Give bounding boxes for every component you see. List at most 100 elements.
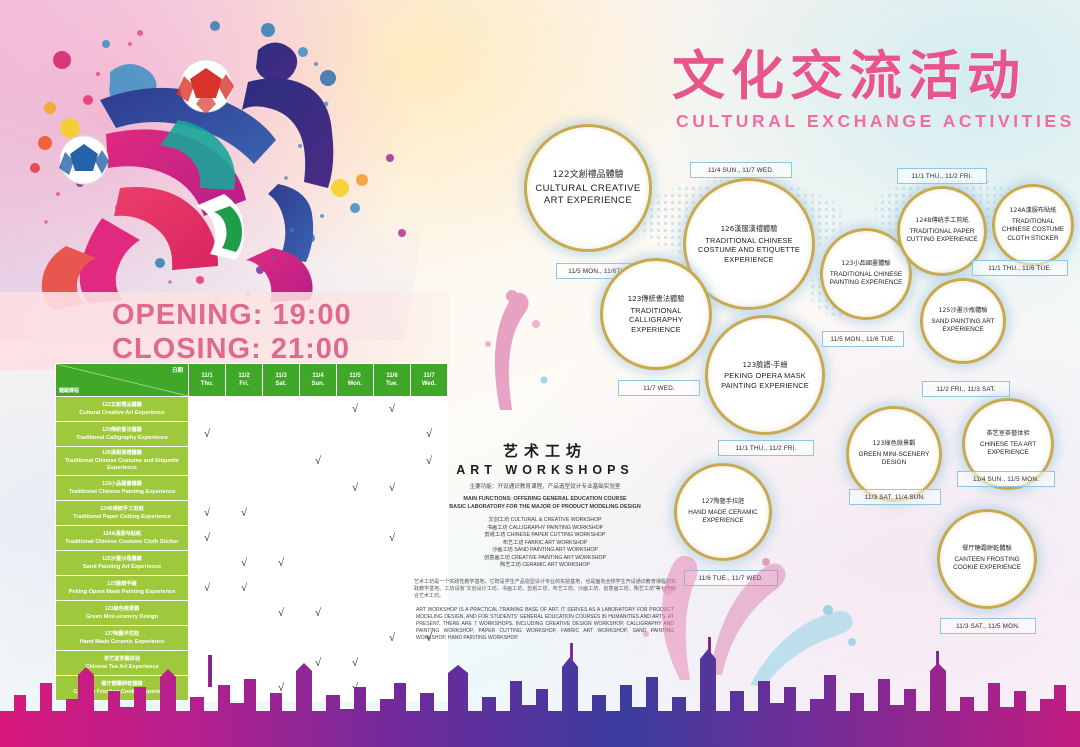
schedule-empty-cell (299, 475, 337, 501)
day-weekday-5: Tue. (386, 381, 398, 387)
activity-badge[interactable]: 123綠色微景觀 GREEN MINI-SCENERY DESIGN (846, 406, 942, 502)
schedule-check-cell: √ (188, 500, 226, 526)
workshop-list-item: 布艺工坊 FABRIC ART WORKSHOP (502, 539, 588, 546)
course-name-cn: 123小品國畫體驗 (102, 480, 142, 487)
activity-badge[interactable]: 123小品國畫體驗 TRADITIONAL CHINESE PAINTING EX… (820, 228, 912, 320)
schedule-empty-cell (188, 446, 226, 476)
schedule-table-body: 122文創禮品體驗 Cultural Creative Art Experienc… (55, 396, 448, 701)
schedule-check-cell: √ (262, 550, 300, 576)
activity-badge-title-cn: 124A漢服布貼紙 (1009, 207, 1057, 214)
art-workshops-block: 艺术工坊 ART WORKSHOPS 主要功能：开设通识教育课程，产品造型设计专… (400, 440, 690, 642)
schedule-empty-cell (299, 396, 337, 422)
course-name-cn: 124A漢服布貼紙 (102, 530, 142, 537)
activity-badge-title-en: TRADITIONAL CHINESE COSTUME CLOTH STICKE… (1001, 217, 1065, 242)
schedule-empty-cell (410, 600, 448, 626)
art-workshops-title-cn: 艺术工坊 (502, 442, 587, 460)
activity-badge-title-cn: 127陶藝手拉胚 (701, 498, 745, 506)
activity-date-label: 11/6 TUE., 11/7 WED. (684, 570, 778, 586)
schedule-table: 日期 體驗課程 11/1 Thu. 11/2 Fri. 11/3 Sat. (55, 363, 448, 701)
table-row: 123綠色微景觀 Green Mini-scenery Design √ √ (55, 600, 448, 626)
day-header-0: 11/1 Thu. (188, 363, 226, 397)
workshop-list-item: 剪纸工坊 CHINESE PAPER CUTTING WORKSHOP (484, 532, 606, 538)
course-name-en: Traditional Paper Cutting Experience (73, 513, 171, 520)
workshop-list-item: 文创工坊 CULTURAL & CREATIVE WORKSHOP (488, 517, 602, 523)
watercolor-splash-decoration (643, 555, 856, 687)
course-name-cell: 123綠色微景觀 Green Mini-scenery Design (55, 600, 189, 626)
schedule-check-cell: √ (225, 500, 263, 526)
activity-badge[interactable]: 123臉譜-手繪 PEKING OPERA MASK PAINTING EXPER… (705, 315, 825, 435)
schedule-empty-cell (336, 446, 374, 476)
activity-badge[interactable]: 122文創禮品體驗 CULTURAL CREATIVE ART EXPERIENC… (524, 124, 652, 252)
table-row: 124B傳統手工剪紙 Traditional Paper Cutting Expe… (55, 500, 448, 526)
schedule-empty-cell (299, 575, 337, 601)
schedule-empty-cell (299, 525, 337, 551)
course-name-en: Cultural Creative Art Experience (79, 409, 165, 416)
table-row: 123臉譜手繪 Peking Opera Mask Painting Experi… (55, 575, 448, 601)
activity-badge[interactable]: 125沙畫沙瓶體驗 SAND PAINTING ART EXPERIENCE (920, 278, 1006, 364)
course-name-cell: 124B傳統手工剪紙 Traditional Paper Cutting Expe… (55, 500, 189, 526)
schedule-check-cell: √ (188, 575, 226, 601)
course-name-en: Sand Painting Art Experience (82, 563, 162, 570)
activity-date-label: 11/4 SUN., 11/7 WED. (690, 162, 792, 178)
course-name-cell: 127陶藝手拉胚 Hand Made Ceramic Experience (55, 625, 189, 651)
workshop-list: 文创工坊 CULTURAL & CREATIVE WORKSHOP 书画工坊 CA… (400, 517, 690, 570)
schedule-check-cell: √ (188, 525, 226, 551)
day-header-2: 11/3 Sat. (262, 363, 300, 397)
activity-badge-title-cn: 123臉譜-手繪 (742, 359, 788, 369)
schedule-check-cell: √ (225, 575, 263, 601)
schedule-empty-cell (410, 575, 448, 601)
schedule-check-cell: √ (262, 600, 300, 626)
activity-badge-title-en: TRADITIONAL CHINESE COSTUME AND ETIQUETT… (698, 235, 800, 264)
schedule-empty-cell (262, 525, 300, 551)
main-functions-line-1: MAIN FUNCTIONS: OFFERING GENERAL EDUCATI… (463, 496, 627, 502)
workshop-list-item: 书画工坊 CALLIGRAPHY PAINTING WORKSHOP (486, 524, 604, 531)
schedule-empty-cell (336, 525, 374, 551)
day-header-4: 11/5 Mon. (336, 363, 374, 397)
schedule-check-cell: √ (299, 446, 337, 476)
schedule-empty-cell (188, 550, 226, 576)
schedule-check-cell: √ (373, 475, 411, 501)
schedule-empty-cell (336, 550, 374, 576)
activity-badge[interactable]: 123傳統書法體驗 TRADITIONAL CALLIGRAPHY EXPERIE… (600, 258, 712, 370)
course-name-cn: 餐厅糖霜餅乾體驗 (101, 680, 143, 687)
day-weekday-3: Sun. (311, 381, 325, 387)
table-row: 126漢服漢禮體驗 Traditional Chinese Costume and… (55, 446, 448, 476)
city-skyline-decoration (0, 637, 1080, 747)
schedule-empty-cell (373, 600, 411, 626)
day-weekday-1: Fri. (239, 381, 249, 387)
schedule-empty-cell (373, 446, 411, 476)
activity-badge[interactable]: 124A漢服布貼紙 TRADITIONAL CHINESE COSTUME CLO… (992, 184, 1074, 266)
activity-badge-title-cn: 122文創禮品體驗 (552, 170, 624, 180)
day-weekday-6: Wed. (421, 381, 437, 387)
schedule-table-wrapper: 日期 體驗課程 11/1 Thu. 11/2 Fri. 11/3 Sat. (55, 363, 448, 701)
art-workshops-paragraph-en: ART WORKSHOP IS A PRACTICAL TRAINING BAS… (416, 606, 674, 641)
day-weekday-2: Sat. (275, 381, 287, 387)
activity-badge-title-en: TRADITIONAL PAPER CUTTING EXPERIENCE (906, 227, 978, 244)
day-weekday-4: Mon. (348, 381, 362, 387)
activity-badge[interactable]: 餐厅糖霜餅乾體驗 CANTEEN FROSTING COOKIE EXPERIEN… (937, 509, 1037, 609)
activity-badge-title-en: TRADITIONAL CHINESE PAINTING EXPERIENCE (829, 270, 903, 287)
course-name-en: Traditional Calligraphy Experience (76, 434, 168, 441)
day-date-5: 11/6 (386, 373, 398, 379)
day-weekday-0: Thu. (200, 381, 214, 387)
schedule-empty-cell (262, 421, 300, 447)
course-name-cn: 123臉譜手繪 (107, 580, 137, 587)
course-name-en: Green Mini-scenery Design (85, 613, 159, 620)
course-name-en: Traditional Chinese Costume and Etiquett… (64, 458, 180, 471)
schedule-check-cell: √ (373, 625, 411, 651)
schedule-check-cell: √ (188, 421, 226, 447)
main-functions-line-2: BASIC LABORATORY FOR THE MAJOR OF PRODUC… (449, 503, 641, 510)
course-name-cn: 123傳統書法體驗 (102, 426, 142, 433)
activity-badge-title-en: SAND PAINTING ART EXPERIENCE (931, 317, 995, 334)
activity-date-label: 11/2 FRI., 11/3 SAT. (922, 381, 1010, 397)
schedule-empty-cell (225, 625, 263, 651)
course-name-cell: 125沙畫沙瓶體驗 Sand Painting Art Experience (55, 550, 189, 576)
table-row: 124A漢服布貼紙 Traditional Chinese Costume Clo… (55, 525, 448, 551)
activity-badge[interactable]: 127陶藝手拉胚 HAND MADE CERAMIC EXPERIENCE (674, 463, 772, 561)
course-name-cn: 125沙畫沙瓶體驗 (102, 555, 142, 562)
page-title-en: CULTURAL EXCHANGE ACTIVITIES (676, 111, 1075, 131)
schedule-check-cell: √ (410, 421, 448, 447)
activity-date-label: 11/7 WED. (618, 380, 700, 396)
schedule-empty-cell (336, 500, 374, 526)
day-header-1: 11/2 Fri. (225, 363, 263, 397)
